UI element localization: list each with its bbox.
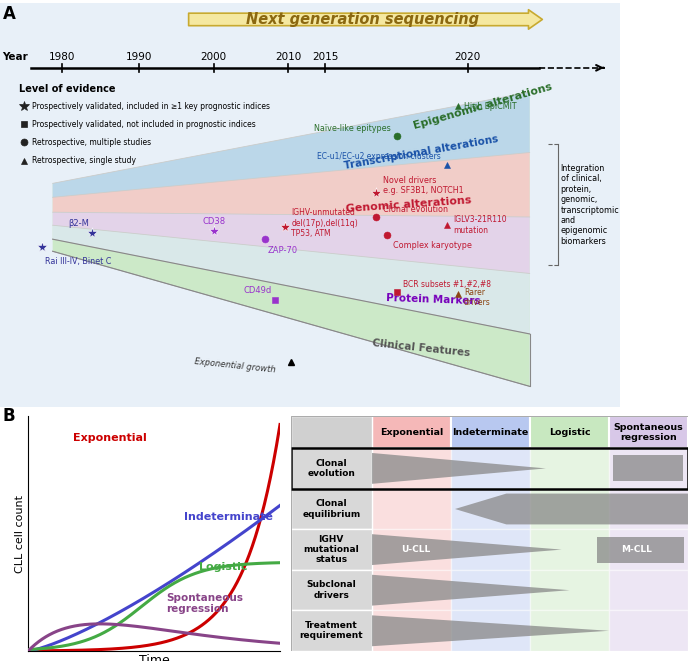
FancyBboxPatch shape: [290, 529, 372, 570]
Text: Rai III-IV, Binet C: Rai III-IV, Binet C: [45, 257, 111, 266]
Text: 2015: 2015: [312, 52, 338, 61]
Text: Integration
of clinical,
protein,
genomic,
transcriptomic
and
epigenomic
biomark: Integration of clinical, protein, genomi…: [561, 164, 620, 246]
FancyBboxPatch shape: [290, 570, 372, 611]
Polygon shape: [372, 575, 570, 605]
FancyBboxPatch shape: [290, 611, 372, 651]
FancyBboxPatch shape: [597, 537, 684, 563]
FancyBboxPatch shape: [372, 529, 451, 570]
Text: Complex karyotype: Complex karyotype: [393, 241, 472, 250]
Text: Exponential growth: Exponential growth: [195, 358, 276, 375]
Text: Indeterminate: Indeterminate: [184, 512, 273, 522]
FancyBboxPatch shape: [530, 488, 609, 529]
Text: Retrospective, multiple studies: Retrospective, multiple studies: [32, 138, 151, 147]
Text: Year: Year: [3, 52, 29, 61]
FancyBboxPatch shape: [372, 570, 451, 611]
FancyBboxPatch shape: [609, 488, 688, 529]
FancyBboxPatch shape: [451, 570, 530, 611]
Text: 1980: 1980: [49, 52, 75, 61]
Text: IGHV
mutational
status: IGHV mutational status: [303, 535, 359, 564]
Polygon shape: [455, 494, 688, 524]
Polygon shape: [52, 92, 530, 386]
FancyBboxPatch shape: [609, 611, 688, 651]
Text: IGHV-unmutated
del(17p),del(11q)
TP53, ATM: IGHV-unmutated del(17p),del(11q) TP53, A…: [291, 208, 358, 238]
Text: ZAP-70: ZAP-70: [268, 246, 298, 255]
Text: CD49d: CD49d: [244, 286, 272, 295]
Text: Transcriptional alterations: Transcriptional alterations: [343, 134, 499, 171]
FancyBboxPatch shape: [290, 488, 372, 529]
FancyBboxPatch shape: [530, 570, 609, 611]
Text: Epigenomic alterations: Epigenomic alterations: [412, 81, 554, 131]
Text: M-CLL: M-CLL: [622, 545, 652, 554]
Polygon shape: [52, 212, 530, 274]
Text: Rarer
drivers: Rarer drivers: [464, 288, 491, 307]
Text: β2-M: β2-M: [69, 219, 90, 227]
Text: A: A: [3, 5, 16, 23]
Text: Novel drivers
e.g. SF3B1, NOTCH1: Novel drivers e.g. SF3B1, NOTCH1: [383, 176, 463, 195]
Text: High EpiCMIT: High EpiCMIT: [464, 102, 517, 110]
Text: Spontaneous
regression: Spontaneous regression: [614, 422, 683, 442]
Polygon shape: [372, 534, 561, 565]
FancyBboxPatch shape: [609, 529, 688, 570]
FancyBboxPatch shape: [451, 416, 530, 448]
FancyArrowPatch shape: [188, 10, 542, 29]
Text: Prospectively validated, included in ≥1 key prognostic indices: Prospectively validated, included in ≥1 …: [32, 102, 270, 110]
Text: Indeterminate: Indeterminate: [452, 428, 528, 437]
Text: Exponential: Exponential: [74, 433, 147, 443]
FancyBboxPatch shape: [290, 448, 372, 488]
FancyBboxPatch shape: [609, 570, 688, 611]
Text: Subclonal
drivers: Subclonal drivers: [307, 580, 356, 600]
Text: Clinical Features: Clinical Features: [372, 338, 470, 358]
Text: Logistic: Logistic: [549, 428, 590, 437]
FancyBboxPatch shape: [609, 416, 688, 448]
FancyBboxPatch shape: [613, 455, 682, 481]
FancyBboxPatch shape: [372, 488, 451, 529]
FancyBboxPatch shape: [451, 611, 530, 651]
Y-axis label: CLL cell count: CLL cell count: [15, 494, 25, 573]
FancyBboxPatch shape: [372, 448, 451, 488]
Text: Exponential: Exponential: [380, 428, 443, 437]
Text: CD38: CD38: [202, 217, 225, 225]
Polygon shape: [372, 615, 609, 646]
Text: Treatment
requirement: Treatment requirement: [300, 621, 363, 641]
FancyBboxPatch shape: [451, 448, 530, 488]
Polygon shape: [372, 453, 546, 484]
Text: Naïve-like epitypes: Naïve-like epitypes: [314, 124, 391, 133]
FancyBboxPatch shape: [530, 416, 609, 448]
Text: Clonal
evolution: Clonal evolution: [307, 459, 355, 478]
Polygon shape: [52, 92, 530, 198]
FancyBboxPatch shape: [451, 529, 530, 570]
FancyBboxPatch shape: [530, 529, 609, 570]
Text: BCR subsets #1,#2,#8: BCR subsets #1,#2,#8: [403, 280, 491, 289]
Text: Clonal evolution: Clonal evolution: [383, 206, 447, 214]
FancyBboxPatch shape: [530, 611, 609, 651]
Text: U-CLL: U-CLL: [401, 545, 430, 554]
Text: Retrospective, single study: Retrospective, single study: [32, 156, 136, 165]
Text: Logistic: Logistic: [199, 562, 248, 572]
Text: Prospectively validated, not included in prognostic indices: Prospectively validated, not included in…: [32, 120, 256, 129]
Polygon shape: [52, 153, 530, 217]
FancyBboxPatch shape: [451, 488, 530, 529]
Text: Level of evidence: Level of evidence: [19, 84, 115, 94]
Text: 2010: 2010: [275, 52, 301, 61]
Polygon shape: [52, 225, 530, 334]
Text: B: B: [3, 407, 15, 425]
FancyBboxPatch shape: [372, 611, 451, 651]
Text: 2000: 2000: [201, 52, 227, 61]
FancyBboxPatch shape: [290, 416, 372, 448]
FancyBboxPatch shape: [609, 448, 688, 488]
Text: Next generation sequencing: Next generation sequencing: [246, 12, 479, 27]
FancyBboxPatch shape: [530, 448, 609, 488]
Text: 2020: 2020: [454, 52, 481, 61]
Text: IGLV3-21R110
mutation: IGLV3-21R110 mutation: [454, 215, 508, 235]
Text: Spontaneous
regression: Spontaneous regression: [167, 593, 244, 614]
Text: EC-u1/EC-u2 expression clusters: EC-u1/EC-u2 expression clusters: [318, 152, 441, 161]
Text: Protein Markers: Protein Markers: [386, 293, 481, 306]
FancyBboxPatch shape: [372, 416, 451, 448]
Text: 1990: 1990: [126, 52, 153, 61]
Text: Clonal
equilibrium: Clonal equilibrium: [302, 499, 360, 519]
X-axis label: Time: Time: [139, 654, 169, 661]
Text: Genomic alterations: Genomic alterations: [346, 196, 472, 214]
